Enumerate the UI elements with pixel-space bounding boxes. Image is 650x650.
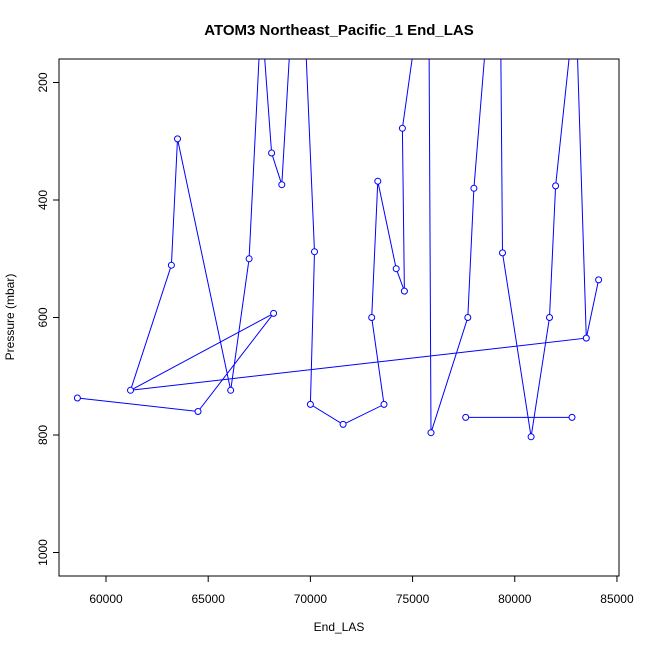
plot-area-frame (58, 58, 620, 577)
data-point (470, 184, 478, 192)
x-tick-label: 85000 (600, 592, 634, 606)
data-point (278, 181, 286, 189)
x-tick-label: 65000 (192, 592, 226, 606)
x-axis-label: End_LAS (314, 620, 365, 634)
y-tick-label: 1000 (36, 539, 50, 566)
data-point (527, 433, 535, 441)
y-tick-label: 600 (36, 307, 50, 327)
data-point (339, 420, 347, 428)
data-point (270, 309, 278, 317)
x-tick-label: 70000 (294, 592, 328, 606)
y-axis: 200 400 600 800 1000 (36, 72, 60, 566)
chart-title: ATOM3 Northeast_Pacific_1 End_LAS (204, 22, 474, 39)
plot-clip-group (73, 59, 603, 441)
data-point (546, 314, 553, 321)
series-line (77, 59, 600, 437)
data-point (73, 394, 81, 402)
data-point (227, 386, 235, 394)
data-point (311, 248, 318, 256)
data-point (167, 261, 175, 269)
y-tick-label: 200 (36, 72, 50, 92)
data-point (374, 177, 382, 185)
x-tick-label: 80000 (498, 592, 532, 606)
data-point (368, 314, 376, 321)
y-tick-label: 400 (36, 190, 50, 210)
data-point (174, 135, 181, 143)
data-point (464, 314, 472, 321)
data-point (194, 408, 202, 415)
data-point (582, 334, 590, 342)
y-tick-label: 800 (36, 425, 50, 445)
x-tick-label: 75000 (396, 592, 430, 606)
data-point (127, 386, 134, 394)
data-point (398, 124, 406, 132)
x-axis: 60000 65000 70000 75000 80000 85000 (89, 575, 634, 606)
data-point (306, 400, 314, 408)
data-point (499, 249, 506, 257)
data-point (392, 265, 400, 273)
data-point (462, 413, 470, 421)
data-point (400, 287, 408, 295)
data-point (568, 413, 576, 421)
data-point (268, 149, 276, 157)
data-point (245, 255, 253, 263)
data-point (552, 182, 560, 190)
data-point (595, 276, 603, 284)
data-point (427, 429, 435, 437)
y-axis-label: Pressure (mbar) (3, 274, 17, 361)
data-point (380, 400, 388, 408)
x-tick-label: 60000 (89, 592, 123, 606)
